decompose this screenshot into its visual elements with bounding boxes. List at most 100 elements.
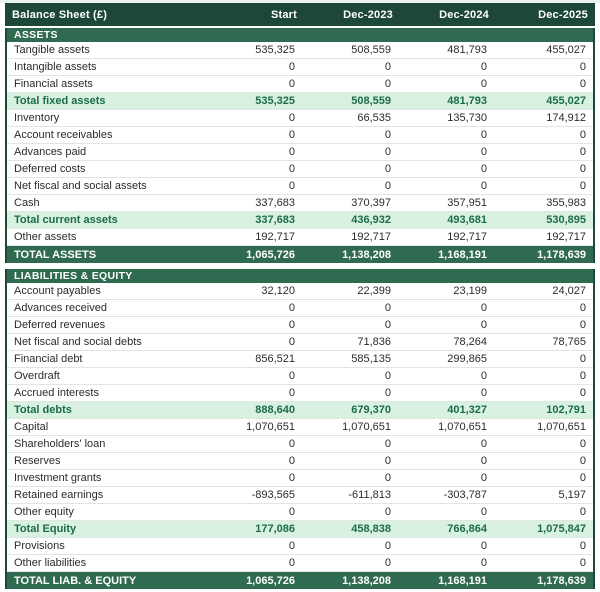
cell-value: 0 xyxy=(288,472,295,484)
cell-value: 0 xyxy=(579,455,586,467)
row-label: Total Equity xyxy=(14,523,77,535)
row-label: Cash xyxy=(14,197,40,209)
cell-value: 1,065,726 xyxy=(246,248,295,261)
table-row: Inventory 0 66,535 135,730 174,912 xyxy=(7,110,593,127)
row-label: Deferred revenues xyxy=(14,319,106,331)
header-gap xyxy=(5,26,595,28)
cell-value: 0 xyxy=(288,370,295,382)
row-label: Account receivables xyxy=(14,129,113,141)
cell-value: 0 xyxy=(288,302,295,314)
cell-value: 1,070,651 xyxy=(246,421,295,433)
subtotal-row: Total current assets 337,683 436,932 493,68… xyxy=(7,212,593,229)
cell-value: 357,951 xyxy=(447,197,487,209)
table-row: Net fiscal and social assets 0 0 0 0 xyxy=(7,178,593,195)
cell-value: 0 xyxy=(579,302,586,314)
cell-value: 1,075,847 xyxy=(537,523,586,535)
cell-value: 0 xyxy=(288,438,295,450)
cell-value: 0 xyxy=(480,61,487,73)
section-gap xyxy=(5,263,595,269)
cell-value: 535,325 xyxy=(255,44,295,56)
table-row: Other liabilities 0 0 0 0 xyxy=(7,555,593,572)
cell-value: 299,865 xyxy=(447,353,487,365)
row-label: Reserves xyxy=(14,455,61,467)
cell-value: 0 xyxy=(480,438,487,450)
cell-value: 1,168,191 xyxy=(438,574,487,587)
cell-value: 0 xyxy=(579,129,586,141)
cell-value: 0 xyxy=(288,180,295,192)
column-header-dec-2025: Dec-2025 xyxy=(538,8,588,21)
cell-value: 493,681 xyxy=(447,214,487,226)
cell-value: 481,793 xyxy=(447,95,487,107)
table-row: Intangible assets 0 0 0 0 xyxy=(7,59,593,76)
cell-value: 0 xyxy=(384,146,391,158)
cell-value: 5,197 xyxy=(558,489,586,501)
cell-value: 0 xyxy=(579,387,586,399)
cell-value: 135,730 xyxy=(447,112,487,124)
cell-value: 0 xyxy=(384,387,391,399)
column-header-start: Start xyxy=(270,8,297,21)
table-row: Retained earnings -893,565 -611,813 -303,78… xyxy=(7,487,593,504)
row-label: Net fiscal and social assets xyxy=(14,180,147,192)
cell-value: 0 xyxy=(480,129,487,141)
cell-value: 0 xyxy=(579,163,586,175)
table-row: Financial debt 856,521 585,135 299,865 0 xyxy=(7,351,593,368)
column-header-dec-2023: Dec-2023 xyxy=(343,8,393,21)
cell-value: 1,070,651 xyxy=(537,421,586,433)
cell-value: 0 xyxy=(384,319,391,331)
section-header-label: ASSETS xyxy=(14,29,58,41)
cell-value: 0 xyxy=(480,163,487,175)
table-row: Other equity 0 0 0 0 xyxy=(7,504,593,521)
row-label: Financial assets xyxy=(14,78,93,90)
cell-value: 0 xyxy=(480,78,487,90)
cell-value: 1,178,639 xyxy=(537,248,586,261)
cell-value: 0 xyxy=(480,302,487,314)
cell-value: 766,864 xyxy=(447,523,487,535)
cell-value: 0 xyxy=(579,370,586,382)
cell-value: 22,399 xyxy=(357,285,391,297)
row-label: Investment grants xyxy=(14,472,102,484)
row-label: Overdraft xyxy=(14,370,60,382)
cell-value: 530,895 xyxy=(546,214,586,226)
column-header-dec-2024: Dec-2024 xyxy=(439,8,489,21)
cell-value: 0 xyxy=(384,180,391,192)
cell-value: 856,521 xyxy=(255,353,295,365)
top-strip xyxy=(0,0,600,3)
cell-value: 1,178,639 xyxy=(537,574,586,587)
cell-value: 0 xyxy=(579,540,586,552)
cell-value: 0 xyxy=(384,472,391,484)
cell-value: 585,135 xyxy=(351,353,391,365)
cell-value: 177,086 xyxy=(255,523,295,535)
cell-value: 0 xyxy=(480,472,487,484)
cell-value: 192,717 xyxy=(255,231,295,243)
row-label: Total fixed assets xyxy=(14,95,106,107)
cell-value: 337,683 xyxy=(255,197,295,209)
table-row: Advances received 0 0 0 0 xyxy=(7,300,593,317)
cell-value: 1,138,208 xyxy=(342,248,391,261)
total-row: TOTAL ASSETS 1,065,726 1,138,208 1,168,191 1… xyxy=(7,246,593,263)
cell-value: -893,565 xyxy=(251,489,295,501)
cell-value: 192,717 xyxy=(546,231,586,243)
cell-value: 0 xyxy=(579,319,586,331)
row-label: Capital xyxy=(14,421,49,433)
cell-value: 0 xyxy=(384,163,391,175)
cell-value: 0 xyxy=(579,146,586,158)
row-label: Shareholders' loan xyxy=(14,438,106,450)
cell-value: 401,327 xyxy=(447,404,487,416)
cell-value: -611,813 xyxy=(348,489,391,501)
cell-value: 1,070,651 xyxy=(342,421,391,433)
table-row: Reserves 0 0 0 0 xyxy=(7,453,593,470)
row-label: Inventory xyxy=(14,112,60,124)
cell-value: -303,787 xyxy=(443,489,487,501)
row-label: Other assets xyxy=(14,231,77,243)
row-label: Total current assets xyxy=(14,214,118,226)
table-sections: ASSETS Tangible assets 535,325 508,559 481,7… xyxy=(5,28,595,589)
cell-value: 370,397 xyxy=(351,197,391,209)
table-row: Advances paid 0 0 0 0 xyxy=(7,144,593,161)
cell-value: 0 xyxy=(480,387,487,399)
cell-value: 1,168,191 xyxy=(438,248,487,261)
cell-value: 0 xyxy=(384,129,391,141)
row-label: Accrued interests xyxy=(14,387,99,399)
cell-value: 0 xyxy=(384,78,391,90)
cell-value: 0 xyxy=(480,180,487,192)
cell-value: 436,932 xyxy=(351,214,391,226)
